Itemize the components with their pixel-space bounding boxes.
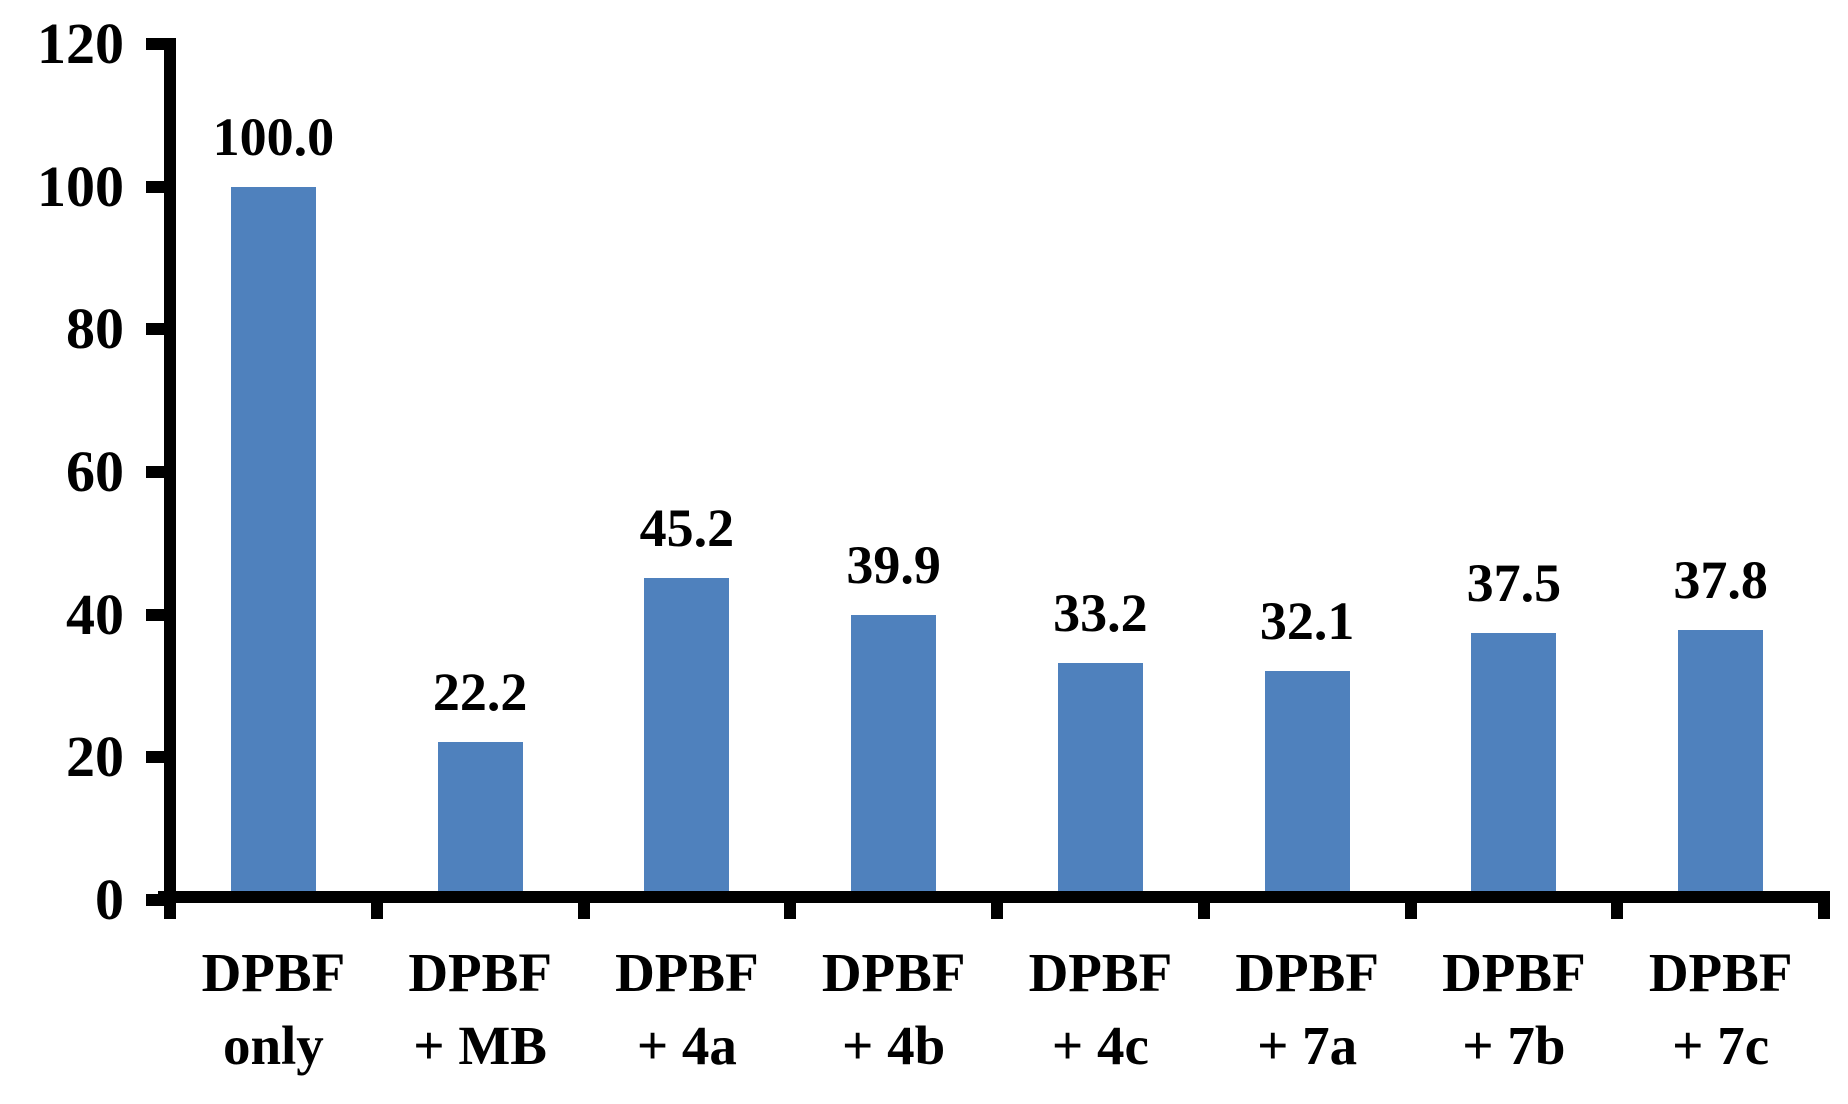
x-axis-tick bbox=[991, 891, 1003, 919]
x-axis-category-label-line: DPBF bbox=[1648, 942, 1793, 1003]
x-axis-tick bbox=[1818, 891, 1830, 919]
bar bbox=[644, 577, 730, 891]
x-axis-category-label: DPBF + 7a bbox=[1202, 936, 1412, 1082]
x-axis-category-label-line: DPBF bbox=[408, 942, 552, 1003]
y-axis-tick-label: 100 bbox=[37, 153, 124, 219]
x-axis-category-label-line: + 7b bbox=[1462, 1015, 1566, 1076]
bar-value-label: 22.2 bbox=[432, 661, 528, 722]
x-axis-category-label: DPBF + MB bbox=[375, 936, 585, 1082]
y-axis-tick bbox=[146, 608, 176, 621]
y-axis-tick bbox=[146, 38, 176, 50]
bar-value-label: 100.0 bbox=[212, 106, 335, 167]
x-axis-category-label-line: DPBF bbox=[615, 942, 759, 1003]
bar-value-label: 33.2 bbox=[1053, 583, 1148, 644]
y-axis-tick bbox=[146, 323, 176, 336]
x-axis-category-label: DPBF + 4b bbox=[789, 936, 999, 1082]
x-axis-category-label-line: DPBF bbox=[1028, 942, 1173, 1003]
bar-value-label: 32.1 bbox=[1259, 591, 1355, 652]
y-axis-tick-label: 60 bbox=[66, 439, 124, 504]
bar bbox=[1678, 630, 1764, 891]
bar bbox=[230, 186, 316, 891]
y-axis-tick-label: 20 bbox=[66, 724, 124, 790]
x-axis-category-label-line: + 4a bbox=[636, 1015, 737, 1076]
x-axis-category-label-line: + 7a bbox=[1257, 1015, 1358, 1076]
x-axis-category-label-line: + 4c bbox=[1051, 1015, 1149, 1076]
x-axis-category-label: DPBF + 7b bbox=[1409, 936, 1619, 1082]
x-axis-tick bbox=[164, 891, 176, 919]
y-axis-tick-label: 40 bbox=[66, 581, 124, 647]
bar-value-label: 45.2 bbox=[639, 497, 735, 558]
bar bbox=[437, 741, 523, 891]
x-axis-category-label-line: DPBF bbox=[821, 942, 966, 1003]
y-axis-tick-label: 80 bbox=[66, 296, 124, 362]
y-axis-tick bbox=[146, 466, 176, 478]
x-axis-category-label: DPBF + 7c bbox=[1616, 936, 1826, 1082]
x-axis-category-label-line: + 7c bbox=[1672, 1015, 1770, 1076]
bar-value-label: 39.9 bbox=[846, 535, 941, 596]
x-axis-tick bbox=[784, 891, 797, 919]
x-axis-category-label: DPBF only bbox=[168, 936, 378, 1082]
x-axis-tick bbox=[1197, 891, 1210, 919]
y-axis-tick bbox=[146, 751, 176, 764]
bar-value-label: 37.5 bbox=[1466, 552, 1562, 613]
x-axis-tick bbox=[1404, 891, 1417, 919]
bar bbox=[851, 615, 937, 891]
x-axis-category-label-line: + 4b bbox=[842, 1015, 946, 1076]
x-axis-tick bbox=[577, 891, 590, 919]
bar bbox=[1057, 663, 1143, 891]
x-axis-tick bbox=[370, 891, 383, 919]
y-axis-tick-label: 120 bbox=[37, 11, 124, 76]
x-axis-category-label-line: + MB bbox=[413, 1015, 547, 1076]
x-axis-category-label-line: DPBF bbox=[1235, 942, 1379, 1003]
y-axis-tick bbox=[146, 180, 176, 193]
x-axis-category-label-line: DPBF bbox=[1442, 942, 1586, 1003]
y-axis-line bbox=[164, 38, 176, 919]
x-axis-category-label: DPBF + 4c bbox=[995, 936, 1205, 1082]
y-axis-tick-label: 0 bbox=[95, 867, 124, 932]
x-axis-category-label: DPBF + 4a bbox=[582, 936, 792, 1082]
bar-value-label: 37.8 bbox=[1673, 550, 1768, 611]
x-axis-tick bbox=[1611, 891, 1624, 919]
bar bbox=[1471, 632, 1557, 891]
bar bbox=[1264, 671, 1350, 891]
x-axis-category-label-line: only bbox=[222, 1015, 324, 1076]
x-axis-category-label-line: DPBF bbox=[201, 942, 346, 1003]
